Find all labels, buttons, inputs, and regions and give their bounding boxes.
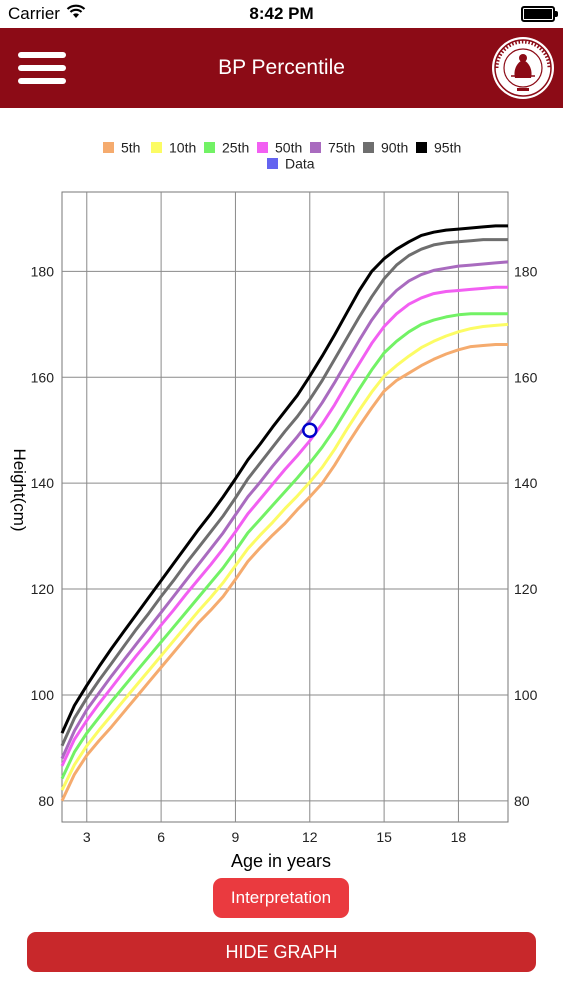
y-tick-label-right: 180 [514,263,538,279]
data-point-marker [302,422,318,438]
x-axis-label: Age in years [231,851,331,871]
y-tick-label-left: 140 [31,475,55,491]
wifi-icon [66,4,86,18]
legend-label-75th: 75th [328,140,355,156]
legend-label-50th: 50th [275,140,302,156]
x-tick-label: 3 [83,829,91,845]
legend-swatch-95th [416,142,427,153]
legend-swatch-5th [103,142,114,153]
chart-svg: 5th 10th 25th 50th 75th 90th 95th Data 3 6 9 12 15 1… [10,140,538,872]
legend-swatch-90th [363,142,374,153]
legend-swatch-50th [257,142,268,153]
legend-swatch-10th [151,142,162,153]
y-tick-label-right: 160 [514,369,538,385]
x-tick-label: 12 [302,829,318,845]
legend-label-5th: 5th [121,140,140,156]
y-tick-label-left: 100 [31,687,55,703]
hide-graph-button[interactable]: HIDE GRAPH [27,932,536,972]
chart-series-lines [60,224,509,802]
series-line-95th [60,224,508,734]
series-line-50th [60,285,508,767]
legend-swatch-data [267,158,278,169]
y-tick-label-left: 80 [38,793,54,809]
status-time: 8:42 PM [249,4,314,23]
series-line-75th [60,260,509,760]
carrier-label: Carrier [8,4,60,23]
battery-icon [521,6,558,22]
series-line-25th [60,312,508,780]
height-chart: 5th 10th 25th 50th 75th 90th 95th Data 3 6 9 12 15 1… [0,130,563,875]
y-tick-label-left: 180 [31,263,55,279]
x-tick-label: 18 [451,829,467,845]
interpretation-button[interactable]: Interpretation [213,878,349,918]
series-line-10th [60,322,509,791]
x-tick-label: 15 [376,829,392,845]
x-tick-label: 9 [232,829,240,845]
legend-label-10th: 10th [169,140,196,156]
x-tick-label: 6 [157,829,165,845]
chart-legend: 5th 10th 25th 50th 75th 90th 95th Data [103,140,461,172]
y-tick-label-right: 100 [514,687,538,703]
series-line-90th [60,238,508,747]
nav-bar: BP Percentile [0,28,563,108]
series-line-5th [60,343,508,802]
y-tick-label-right: 120 [514,581,538,597]
page-title: BP Percentile [218,56,345,79]
y-tick-label-right: 140 [514,475,538,491]
legend-label-25th: 25th [222,140,249,156]
legend-label-95th: 95th [434,140,461,156]
legend-swatch-25th [204,142,215,153]
legend-label-data: Data [285,156,315,172]
society-seal-logo [492,37,554,99]
status-bar: Carrier 8:42 PM [0,0,563,28]
chart-grid [61,191,509,823]
chart-axis-labels: 3 6 9 12 15 18 80 80 100 100 120 120 140 140 160 160 180… [31,263,538,845]
legend-label-90th: 90th [381,140,408,156]
legend-swatch-75th [310,142,321,153]
plot-frame [61,191,509,823]
hamburger-menu-icon[interactable] [18,50,66,86]
y-axis-label: Height(cm) [10,448,29,531]
y-tick-label-right: 80 [514,793,530,809]
y-tick-label-left: 120 [31,581,55,597]
y-tick-label-left: 160 [31,369,55,385]
